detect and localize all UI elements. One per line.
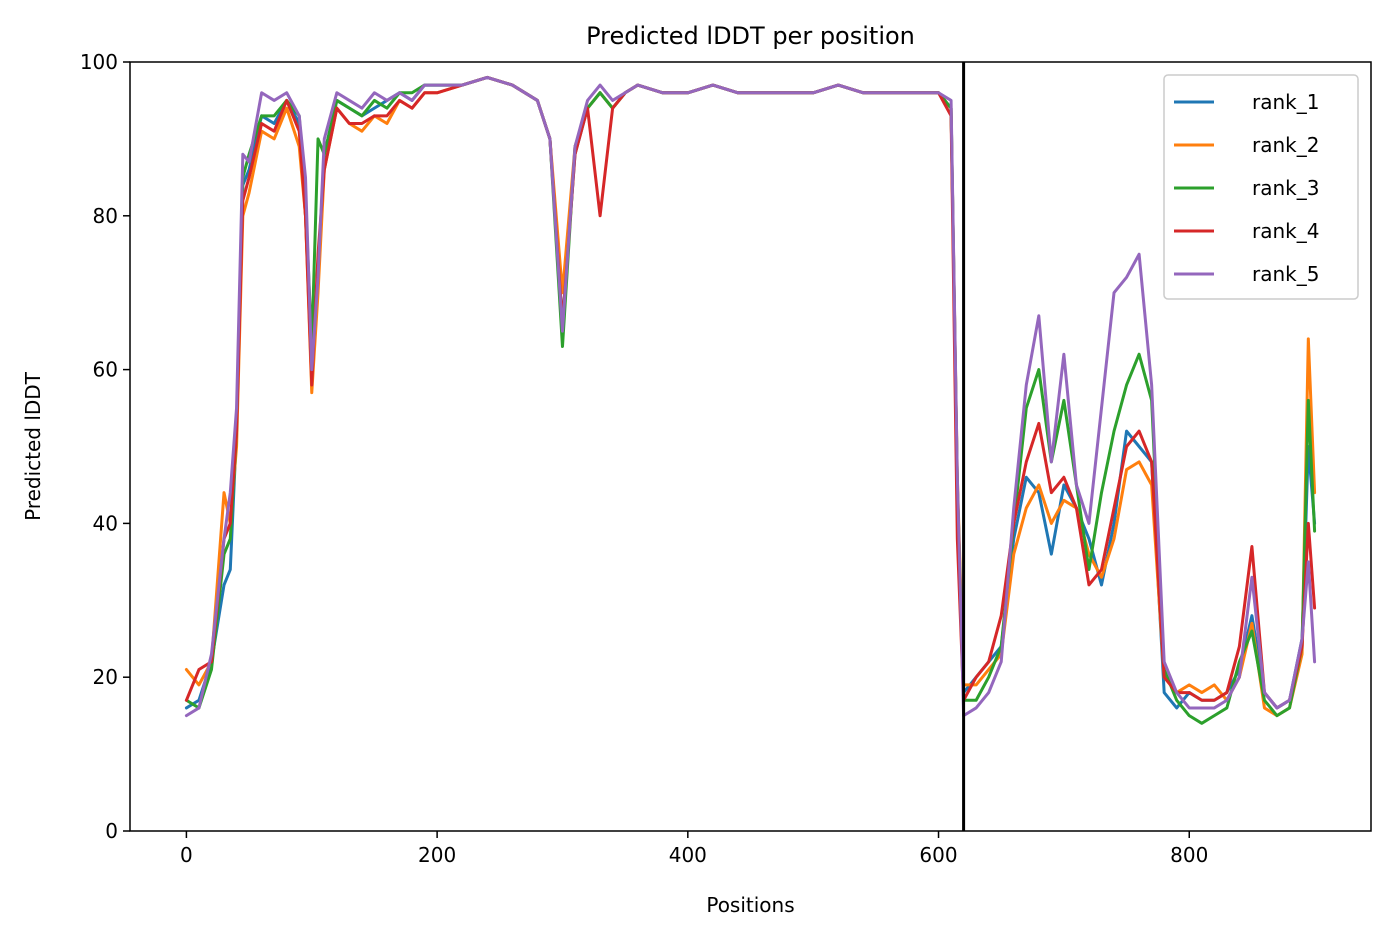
x-tick-label: 400 — [669, 843, 707, 867]
x-axis: 0 200 400 600 800 — [180, 831, 1208, 867]
chart-title: Predicted lDDT per position — [586, 22, 915, 50]
y-tick-label: 40 — [93, 511, 118, 535]
x-tick-label: 200 — [418, 843, 456, 867]
legend-label-rank-5: rank_5 — [1252, 262, 1319, 286]
y-axis-title: Predicted lDDT — [21, 371, 45, 521]
y-tick-label: 100 — [80, 50, 118, 74]
y-tick-label: 80 — [93, 204, 118, 228]
y-tick-label: 20 — [93, 665, 118, 689]
legend: rank_1 rank_2 rank_3 rank_4 rank_5 — [1163, 74, 1359, 300]
series-line-rank-5 — [184, 75, 1317, 718]
y-tick-label: 60 — [93, 358, 118, 382]
legend-label-rank-3: rank_3 — [1252, 176, 1319, 200]
x-tick-label: 0 — [180, 843, 193, 867]
plot-frame — [129, 61, 1372, 832]
y-axis: 0 20 40 60 80 100 — [80, 50, 130, 843]
legend-label-rank-4: rank_4 — [1252, 219, 1319, 243]
x-tick-label: 600 — [919, 843, 957, 867]
plot-area — [184, 62, 1317, 831]
legend-label-rank-2: rank_2 — [1252, 133, 1319, 157]
legend-box — [1163, 74, 1359, 300]
legend-label-rank-1: rank_1 — [1252, 90, 1319, 114]
x-tick-label: 800 — [1170, 843, 1208, 867]
y-tick-label: 0 — [105, 819, 118, 843]
x-axis-title: Positions — [706, 893, 794, 917]
